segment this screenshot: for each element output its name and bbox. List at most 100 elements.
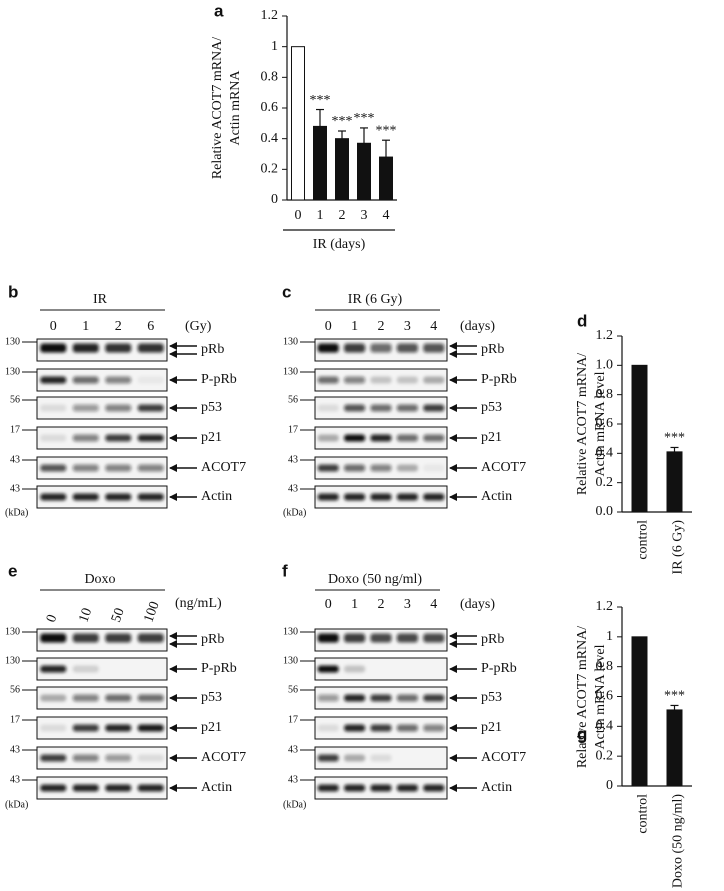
y-tick-label: 1.2: [261, 8, 279, 23]
y-tick-label: 1: [606, 629, 613, 644]
lane-label: 3: [404, 597, 411, 612]
lane-label: 1: [82, 319, 89, 334]
band: [397, 666, 418, 673]
blot-strip: [36, 716, 168, 740]
marker-label: 130: [283, 366, 298, 377]
x-tick-label: 1: [317, 208, 324, 223]
marker-label: 130: [5, 626, 20, 637]
band: [344, 404, 366, 412]
protein-label: p21: [201, 720, 222, 735]
band: [423, 376, 445, 384]
band: [105, 754, 132, 762]
blot-strip: [36, 746, 168, 770]
band: [40, 376, 67, 384]
protein-label: p53: [481, 690, 502, 705]
band: [72, 754, 99, 762]
band: [137, 694, 164, 702]
band: [344, 376, 366, 384]
protein-label: Actin: [201, 489, 232, 504]
lane-label: 1: [351, 597, 358, 612]
band: [396, 404, 418, 412]
band: [40, 404, 67, 412]
band: [105, 493, 132, 501]
band: [317, 754, 339, 762]
band: [396, 784, 418, 792]
band: [72, 784, 99, 792]
significance-label: ***: [310, 93, 331, 108]
bar: [666, 709, 683, 787]
band: [40, 724, 67, 732]
band: [317, 343, 339, 353]
lane-label: 4: [430, 319, 437, 334]
band: [370, 434, 392, 442]
y-tick-label: 0.4: [596, 446, 614, 461]
band: [423, 493, 445, 501]
protein-label: ACOT7: [201, 750, 246, 765]
blot-strip: [36, 368, 168, 392]
marker-label: 43: [10, 774, 20, 785]
y-tick-label: 0.2: [596, 748, 614, 763]
band: [423, 434, 445, 442]
lane-label: 2: [378, 597, 385, 612]
band: [396, 694, 418, 702]
band: [137, 343, 164, 353]
band: [105, 343, 132, 353]
protein-label: ACOT7: [201, 460, 246, 475]
protein-label: p53: [481, 400, 502, 415]
error-bar: [360, 127, 368, 144]
kda-label: (kDa): [283, 799, 306, 810]
lane-label: 0: [44, 613, 60, 625]
protein-label: ACOT7: [481, 460, 526, 475]
band: [423, 694, 445, 702]
band: [317, 633, 339, 643]
lane-label: 4: [430, 597, 437, 612]
band: [370, 784, 392, 792]
significance-label: ***: [664, 689, 685, 704]
blot-strip: [36, 628, 168, 652]
band: [370, 633, 392, 643]
band: [370, 493, 392, 501]
band: [40, 754, 67, 762]
band: [370, 376, 392, 384]
marker-label: 56: [10, 394, 20, 405]
treatment-label: Doxo: [84, 572, 115, 587]
band: [72, 464, 99, 472]
band: [370, 694, 392, 702]
marker-label: 56: [288, 394, 298, 405]
blot-strip: [314, 657, 448, 681]
band: [137, 754, 164, 762]
treatment-label: IR (6 Gy): [348, 292, 403, 307]
lane-label: 6: [147, 319, 154, 334]
band: [370, 404, 392, 412]
y-tick-label: 0.2: [261, 162, 279, 177]
marker-label: 17: [288, 424, 298, 435]
kda-label: (kDa): [5, 799, 28, 810]
band: [397, 755, 418, 762]
band: [396, 493, 418, 501]
marker-label: 130: [5, 366, 20, 377]
bar: [666, 451, 683, 513]
band: [344, 724, 366, 732]
band: [423, 724, 445, 732]
unit-label: (days): [460, 319, 495, 334]
protein-label: Actin: [481, 780, 512, 795]
band: [40, 464, 67, 472]
band: [423, 666, 444, 673]
unit-label: (Gy): [185, 319, 212, 334]
band: [72, 694, 99, 702]
band: [137, 724, 164, 732]
lane-label: 1: [351, 319, 358, 334]
band: [344, 633, 366, 643]
band: [72, 493, 99, 501]
band: [137, 376, 164, 384]
band: [317, 434, 339, 442]
band: [105, 464, 132, 472]
y-tick-label: 1.2: [596, 599, 614, 614]
band: [40, 343, 67, 353]
marker-label: 43: [10, 454, 20, 465]
marker-label: 17: [10, 714, 20, 725]
error-bar: [382, 139, 390, 158]
band: [137, 434, 164, 442]
band: [105, 376, 132, 384]
blot-strip: [36, 456, 168, 480]
